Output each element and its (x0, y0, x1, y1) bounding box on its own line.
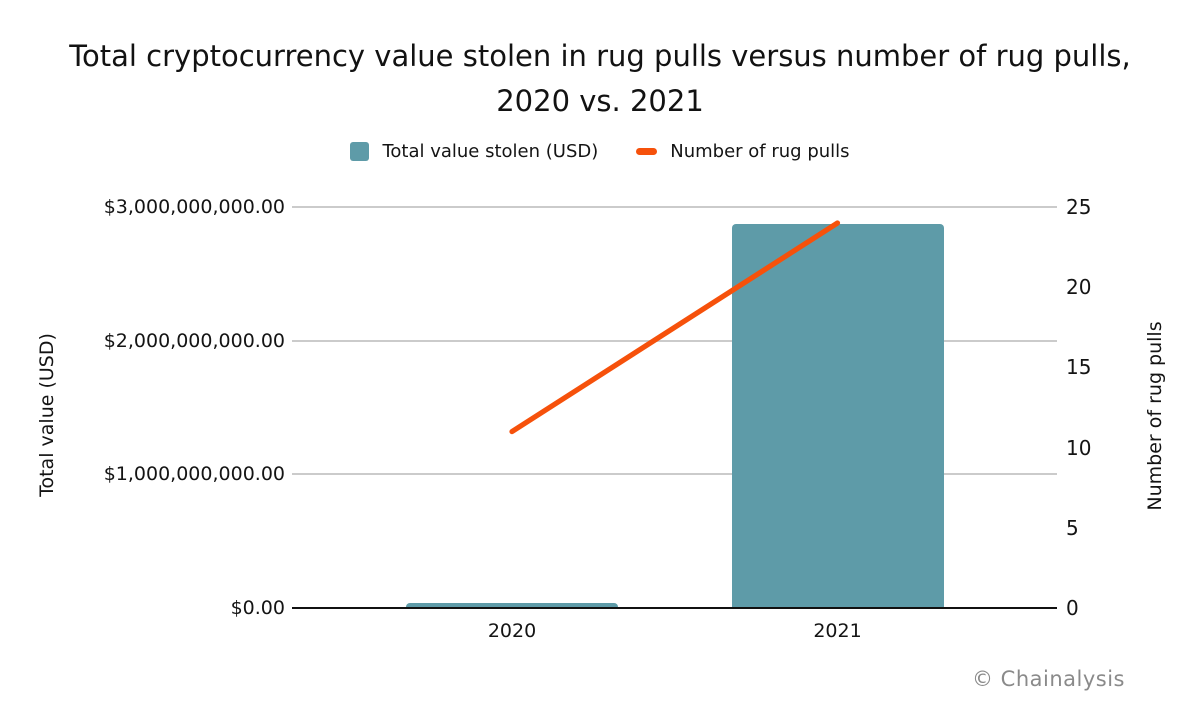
x-axis-label-2021: 2021 (813, 620, 862, 642)
gridline (292, 206, 1057, 208)
gridline (292, 339, 1057, 342)
rug-pulls-line-layer (509, 220, 841, 435)
bar-2020 (406, 602, 618, 608)
chart-title: Total cryptocurrency value stolen in rug… (69, 39, 1131, 118)
right-axis-title: Number of rug pulls (1144, 321, 1166, 511)
legend-item-total-value-stolen: Total value stolen (USD) (350, 141, 598, 162)
legend-item-number-of-rug-pulls: Number of rug pulls (636, 141, 850, 162)
gridline (292, 473, 1057, 476)
right-axis-tick: 25 (1066, 195, 1092, 219)
right-axis-tick: 15 (1066, 355, 1092, 380)
left-axis-tick: $1,000,000,000.00 (103, 463, 285, 486)
bar-2021 (731, 224, 944, 608)
x-axis-label-2020: 2020 (487, 620, 537, 642)
right-axis-tick: 20 (1066, 275, 1092, 300)
bar-swatch-icon (350, 142, 370, 161)
right-axis-tick: 0 (1066, 596, 1079, 620)
legend-label-number-of-rug-pulls: Number of rug pulls (670, 141, 850, 162)
right-axis-tick: 5 (1066, 515, 1079, 540)
right-axis-tick: 10 (1066, 435, 1092, 460)
legend-label-total-value-stolen: Total value stolen (USD) (382, 141, 599, 162)
line-swatch-icon (636, 148, 658, 155)
left-axis-tick: $2,000,000,000.00 (103, 329, 285, 352)
rug-pulls-line (509, 220, 841, 435)
chart-legend: Total value stolen (USD) Number of rug p… (0, 141, 1200, 162)
source-credit: © Chainalysis (971, 667, 1125, 691)
x-axis-line (292, 606, 1057, 609)
plot-area (292, 206, 1057, 609)
left-axis-tick: $3,000,000,000.00 (103, 196, 285, 218)
left-axis-tick: $0.00 (230, 597, 285, 619)
